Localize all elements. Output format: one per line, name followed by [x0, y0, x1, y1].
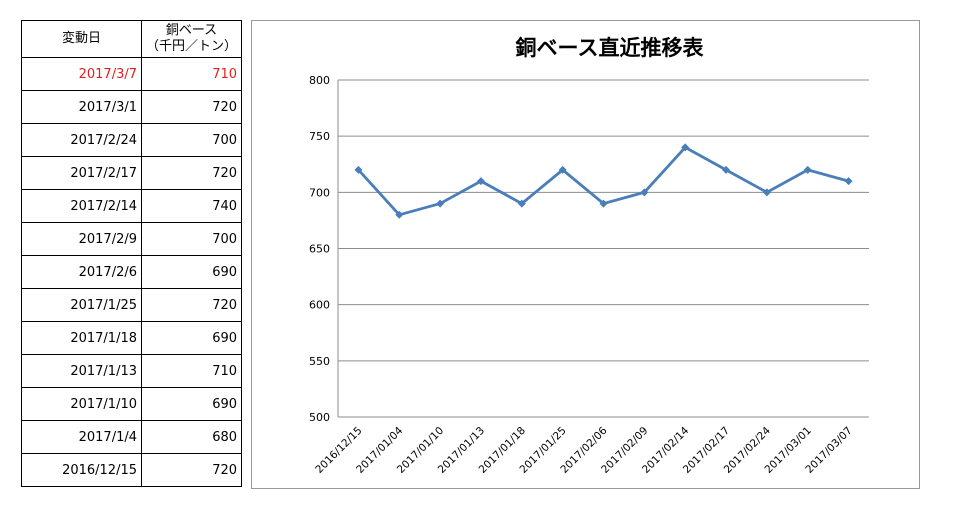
row-date: 2016/12/15 — [21, 453, 142, 487]
data-point — [354, 165, 363, 174]
row-date: 2017/1/25 — [21, 288, 142, 322]
table-header-row: 変動日 銅ベース （千円／トン） — [21, 20, 243, 58]
y-tick-label: 700 — [309, 186, 330, 199]
row-date: 2017/1/10 — [21, 387, 142, 421]
data-point — [803, 165, 812, 174]
table-row: 2017/2/9 700 — [21, 222, 243, 256]
table-row: 2017/2/14 740 — [21, 189, 243, 223]
row-value: 700 — [140, 123, 243, 157]
row-date: 2017/2/14 — [21, 189, 142, 223]
data-point — [599, 199, 608, 208]
row-value: 740 — [140, 189, 243, 223]
data-point — [844, 177, 853, 186]
table-row: 2017/2/24 700 — [21, 123, 243, 157]
line-chart: 銅ベース直近推移表 500 550 600 650 700 750 800 2016/12/… — [309, 36, 869, 476]
chart-title: 銅ベース直近推移表 — [516, 36, 705, 60]
grid-layer — [337, 79, 869, 418]
row-value: 710 — [140, 57, 243, 91]
row-value: 690 — [140, 321, 243, 355]
data-point — [681, 143, 690, 152]
row-date: 2017/3/7 — [21, 57, 142, 91]
table-row: 2017/1/25 720 — [21, 288, 243, 322]
data-point — [762, 188, 771, 197]
y-tick-label: 800 — [309, 74, 330, 87]
table-row: 2017/3/7 710 — [21, 57, 243, 91]
data-point — [640, 188, 649, 197]
row-value: 720 — [140, 453, 243, 487]
y-tick-label: 500 — [309, 411, 330, 424]
row-date: 2017/2/17 — [21, 156, 142, 190]
data-point — [395, 210, 404, 219]
header-value-line1: 銅ベース — [165, 23, 218, 38]
header-value: 銅ベース （千円／トン） — [140, 20, 243, 58]
row-value: 720 — [140, 288, 243, 322]
row-value: 690 — [140, 387, 243, 421]
x-axis-ticks: 2016/12/152017/01/042017/01/102017/01/13… — [313, 424, 854, 476]
table-row: 2016/12/15 720 — [21, 453, 243, 487]
data-point — [722, 165, 731, 174]
data-point — [517, 199, 526, 208]
row-date: 2017/1/4 — [21, 420, 142, 454]
price-table: 変動日 銅ベース （千円／トン） 2017/3/7 710 2017/3/1 720 2… — [21, 20, 243, 487]
data-point — [476, 177, 485, 186]
row-date: 2017/2/6 — [21, 255, 142, 289]
row-date: 2017/2/24 — [21, 123, 142, 157]
row-date: 2017/2/9 — [21, 222, 142, 256]
row-value: 690 — [140, 255, 243, 289]
y-axis-ticks: 500 550 600 650 700 750 800 — [309, 74, 330, 424]
header-value-line2: （千円／トン） — [146, 39, 238, 54]
header-date: 変動日 — [21, 20, 142, 58]
row-value: 720 — [140, 156, 243, 190]
row-value: 710 — [140, 354, 243, 388]
row-date: 2017/1/18 — [21, 321, 142, 355]
y-tick-label: 750 — [309, 130, 330, 143]
table-row: 2017/2/17 720 — [21, 156, 243, 190]
table-row: 2017/1/13 710 — [21, 354, 243, 388]
data-point — [436, 199, 445, 208]
table-row: 2017/2/6 690 — [21, 255, 243, 289]
table-row: 2017/1/10 690 — [21, 387, 243, 421]
row-value: 700 — [140, 222, 243, 256]
row-date: 2017/3/1 — [21, 90, 142, 124]
table-row: 2017/1/18 690 — [21, 321, 243, 355]
row-value: 720 — [140, 90, 243, 124]
data-point — [558, 165, 567, 174]
table-row: 2017/1/4 680 — [21, 420, 243, 454]
table-row: 2017/3/1 720 — [21, 90, 243, 124]
row-value: 680 — [140, 420, 243, 454]
y-tick-label: 550 — [309, 355, 330, 368]
y-tick-label: 600 — [309, 299, 330, 312]
row-date: 2017/1/13 — [21, 354, 142, 388]
y-tick-label: 650 — [309, 243, 330, 256]
chart-area: 銅ベース直近推移表 500 550 600 650 700 750 800 2016/12/… — [251, 20, 920, 489]
series-layer — [354, 143, 853, 219]
